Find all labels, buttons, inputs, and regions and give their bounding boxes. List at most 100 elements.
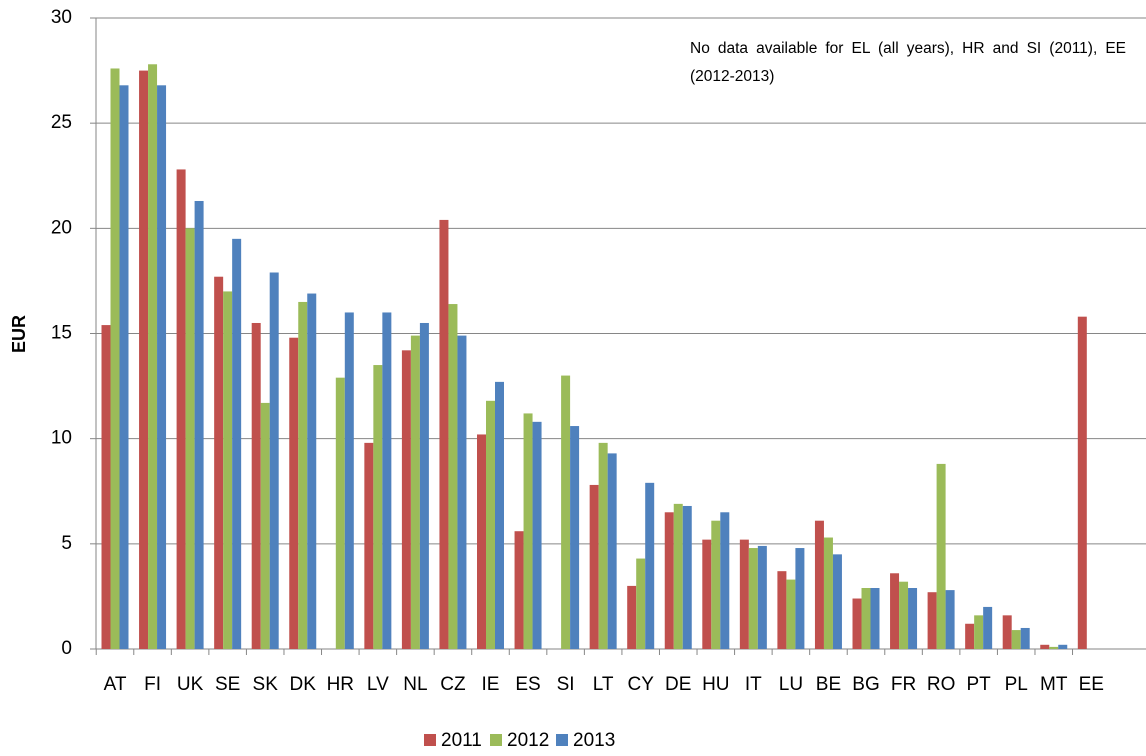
y-tick-label: 25 <box>51 112 72 133</box>
bar <box>645 482 655 649</box>
bar <box>636 558 646 649</box>
annotation: No data available for EL (all years), HR… <box>690 40 1126 85</box>
x-tick-label: CY <box>627 674 654 695</box>
bar <box>589 484 599 649</box>
x-tick-label: LT <box>593 674 614 695</box>
bar <box>777 571 787 649</box>
bar <box>1040 644 1050 649</box>
x-tick-label: FI <box>144 674 161 695</box>
x-tick-label: FR <box>891 674 916 695</box>
x-tick-label: UK <box>177 674 204 695</box>
bar <box>185 228 195 650</box>
x-tick-label: IE <box>482 674 500 695</box>
bar <box>223 291 233 649</box>
bar <box>786 579 796 649</box>
bar <box>983 606 993 649</box>
bar <box>748 548 758 649</box>
bar <box>1020 627 1030 649</box>
x-tick-label: DK <box>290 674 317 695</box>
bar <box>532 421 542 649</box>
bar <box>814 520 824 649</box>
bar <box>870 588 880 649</box>
bar <box>176 169 186 649</box>
bar <box>344 312 354 649</box>
x-tick-label: ES <box>515 674 540 695</box>
bar <box>335 377 345 649</box>
legend-label: 2011 <box>441 730 482 751</box>
x-tick-label: SI <box>557 674 575 695</box>
bar <box>495 381 504 649</box>
bar <box>570 426 580 649</box>
bar <box>757 545 767 649</box>
y-tick-label: 10 <box>51 428 72 449</box>
bar <box>832 554 842 649</box>
bar <box>298 301 308 649</box>
x-tick-label: HR <box>327 674 354 695</box>
legend-swatch <box>556 734 568 746</box>
bar <box>289 337 299 649</box>
bar <box>139 70 149 650</box>
bar <box>157 85 167 650</box>
y-tick-label: 15 <box>51 323 72 344</box>
bar <box>260 402 270 649</box>
x-tick-label: IT <box>745 674 762 695</box>
bar <box>364 442 374 649</box>
y-tick-label: 0 <box>61 638 72 659</box>
bar <box>720 512 730 649</box>
bar <box>373 365 383 649</box>
bar <box>419 322 429 649</box>
bar <box>711 520 721 649</box>
bar <box>251 322 261 649</box>
legend-swatch <box>490 734 502 746</box>
x-tick-label: BE <box>816 674 841 695</box>
x-tick-label: SK <box>253 674 279 695</box>
legend-swatch <box>424 734 436 746</box>
bar <box>1011 630 1021 649</box>
bar <box>194 200 204 650</box>
bar <box>101 325 111 649</box>
bar <box>607 453 617 649</box>
bar <box>477 434 486 649</box>
x-tick-label: EE <box>1079 674 1104 695</box>
bar <box>795 548 805 649</box>
bar <box>739 539 749 649</box>
y-tick-label: 30 <box>51 7 72 28</box>
bar <box>110 68 120 650</box>
x-tick-label: BG <box>852 674 879 695</box>
bar <box>148 64 158 650</box>
bar <box>908 588 918 649</box>
bar <box>965 623 975 649</box>
legend-label: 2013 <box>573 730 615 751</box>
bar <box>702 539 712 649</box>
bar <box>486 400 495 649</box>
bar <box>119 85 129 650</box>
bar <box>401 350 411 649</box>
bar <box>682 505 692 649</box>
bar <box>974 615 984 649</box>
x-tick-label: LU <box>779 674 803 695</box>
legend-label: 2012 <box>507 730 549 751</box>
bar <box>307 293 317 649</box>
y-axis-label: EUR <box>9 315 29 353</box>
x-tick-label: AT <box>104 674 127 695</box>
bar <box>1077 316 1087 649</box>
bar <box>1058 644 1068 649</box>
bar <box>890 573 900 649</box>
bar <box>823 537 833 649</box>
x-tick-label: SE <box>215 674 240 695</box>
bar <box>382 312 392 649</box>
bar <box>936 463 946 649</box>
bar <box>664 512 674 649</box>
bar <box>598 442 608 649</box>
x-tick-label: PT <box>967 674 992 695</box>
x-tick-label: CZ <box>440 674 466 695</box>
x-tick-label: MT <box>1040 674 1068 695</box>
bar <box>927 592 937 649</box>
bar <box>448 304 458 649</box>
x-tick-label: HU <box>702 674 729 695</box>
bar <box>457 335 467 649</box>
bar <box>232 238 242 649</box>
bar <box>269 272 279 649</box>
